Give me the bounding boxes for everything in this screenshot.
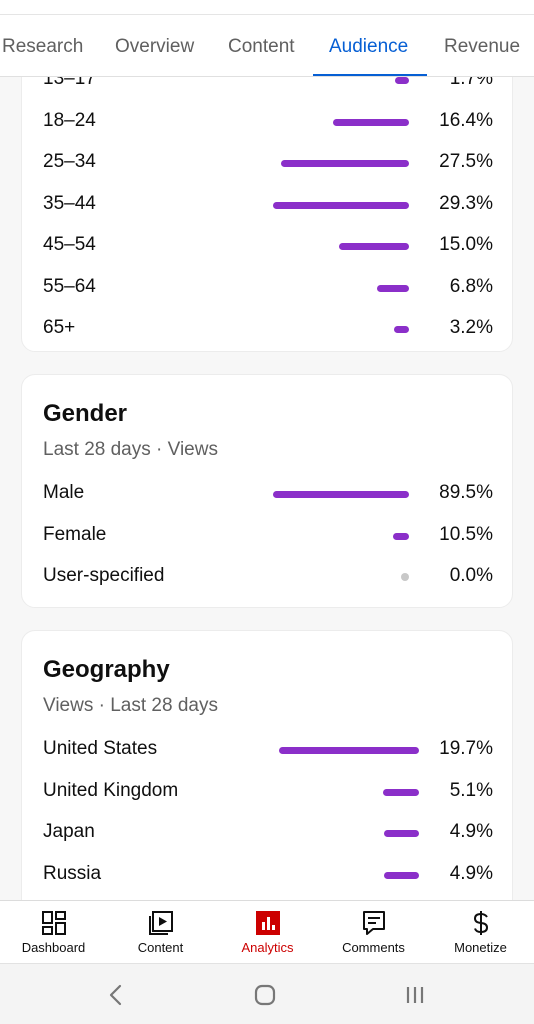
age-card: 13–17 1.7% 18–24 16.4% 25–34 27.5% 35–44…: [21, 77, 513, 352]
country-bar: [384, 830, 419, 837]
gender-value: 89.5%: [439, 482, 493, 503]
age-bar: [377, 285, 409, 292]
age-row-45-54: 45–54 15.0%: [22, 228, 514, 264]
age-bar: [281, 160, 409, 167]
gender-subtitle: Last 28 days · Views: [43, 439, 218, 460]
nav-label: Comments: [342, 940, 405, 955]
age-value: 29.3%: [439, 193, 493, 214]
comments-icon: [362, 911, 385, 935]
age-row-35-44: 35–44 29.3%: [22, 187, 514, 223]
age-value: 1.7%: [449, 77, 493, 89]
age-label: 45–54: [43, 234, 96, 255]
age-label: 18–24: [43, 110, 96, 131]
country-bar: [279, 747, 419, 754]
system-navigation-bar: [0, 963, 534, 1024]
status-bar-area: [0, 0, 534, 15]
age-row-25-34: 25–34 27.5%: [22, 145, 514, 181]
age-label: 35–44: [43, 193, 96, 214]
nav-label: Monetize: [454, 940, 507, 955]
age-label: 55–64: [43, 276, 96, 297]
geography-row-united-kingdom: United Kingdom 5.1%: [22, 774, 514, 810]
gender-value: 0.0%: [449, 565, 493, 586]
geography-row-russia: Russia 4.9%: [22, 857, 514, 893]
gender-bar: [273, 491, 409, 498]
gender-label: Male: [43, 482, 85, 503]
analytics-icon: [255, 911, 280, 935]
country-label: Russia: [43, 863, 102, 884]
section-tab-bar: Research Overview Content Audience Reven…: [0, 15, 534, 77]
gender-row-male: Male 89.5%: [22, 476, 514, 512]
tab-research[interactable]: Research: [2, 36, 84, 57]
zero-value-dot: [401, 573, 409, 581]
geography-subtitle: Views · Last 28 days: [43, 695, 218, 716]
gender-row-female: Female 10.5%: [22, 518, 514, 554]
analytics-scroll-area[interactable]: 13–17 1.7% 18–24 16.4% 25–34 27.5% 35–44…: [0, 77, 534, 900]
dashboard-icon: [41, 911, 66, 935]
nav-analytics[interactable]: Analytics: [214, 901, 321, 964]
age-value: 15.0%: [439, 234, 493, 255]
gender-title: Gender: [43, 400, 128, 427]
country-value: 4.9%: [449, 863, 493, 884]
country-bar: [382, 789, 419, 796]
geography-card: Geography Views · Last 28 days United St…: [21, 630, 513, 900]
country-label: United Kingdom: [43, 780, 179, 801]
tab-revenue[interactable]: Revenue: [444, 36, 521, 57]
country-value: 5.1%: [449, 780, 493, 801]
monetize-icon: [473, 911, 488, 935]
age-row-18-24: 18–24 16.4%: [22, 104, 514, 140]
age-value: 27.5%: [439, 151, 493, 172]
gender-bar: [393, 533, 409, 540]
age-label: 13–17: [43, 77, 96, 89]
geography-row-japan: Japan 4.9%: [22, 815, 514, 851]
nav-label: Analytics: [241, 940, 294, 955]
age-row-65-plus: 65+ 3.2%: [22, 311, 514, 347]
country-value: 19.7%: [439, 738, 493, 759]
nav-label: Content: [137, 940, 184, 955]
geography-row-united-states: United States 19.7%: [22, 732, 514, 768]
bottom-navigation: Dashboard Content Analytics Comments: [0, 900, 534, 963]
gender-card: Gender Last 28 days · Views Male 89.5% F…: [21, 374, 513, 608]
tab-content[interactable]: Content: [228, 36, 295, 57]
age-row-13-17: 13–17 1.7%: [22, 77, 514, 98]
age-value: 16.4%: [439, 110, 493, 131]
nav-monetize[interactable]: Monetize: [427, 901, 534, 964]
age-label: 65+: [43, 317, 76, 338]
age-value: 6.8%: [449, 276, 493, 297]
gender-value: 10.5%: [439, 524, 493, 545]
home-icon[interactable]: [250, 980, 280, 1010]
age-bar: [395, 77, 409, 84]
age-row-55-64: 55–64 6.8%: [22, 270, 514, 306]
gender-label: User-specified: [43, 565, 165, 586]
age-value: 3.2%: [449, 317, 493, 338]
country-bar: [384, 872, 419, 879]
nav-label: Dashboard: [21, 940, 86, 955]
age-bar: [394, 326, 409, 333]
nav-content[interactable]: Content: [107, 901, 214, 964]
geography-title: Geography: [43, 656, 170, 683]
gender-label: Female: [43, 524, 107, 545]
recent-apps-icon[interactable]: [400, 980, 430, 1010]
nav-dashboard[interactable]: Dashboard: [0, 901, 107, 964]
country-value: 4.9%: [449, 821, 493, 842]
back-icon[interactable]: [101, 980, 131, 1010]
country-label: Japan: [43, 821, 95, 842]
gender-row-user-specified: User-specified 0.0%: [22, 559, 514, 595]
age-bar: [339, 243, 409, 250]
tab-audience[interactable]: Audience: [313, 15, 427, 76]
country-label: United States: [43, 738, 158, 759]
nav-comments[interactable]: Comments: [320, 901, 427, 964]
tab-overview[interactable]: Overview: [115, 36, 195, 57]
age-bar: [273, 202, 409, 209]
age-bar: [332, 119, 409, 126]
age-label: 25–34: [43, 151, 96, 172]
content-icon: [148, 911, 173, 935]
